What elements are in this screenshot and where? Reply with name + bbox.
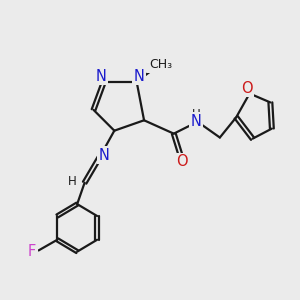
Text: N: N bbox=[190, 114, 202, 129]
Text: N: N bbox=[95, 69, 106, 84]
Text: CH₃: CH₃ bbox=[149, 58, 172, 71]
Text: H: H bbox=[192, 108, 200, 121]
Text: F: F bbox=[28, 244, 36, 260]
Text: N: N bbox=[133, 69, 144, 84]
Text: O: O bbox=[176, 154, 188, 169]
Text: O: O bbox=[241, 81, 252, 96]
Text: N: N bbox=[98, 148, 110, 163]
Text: H: H bbox=[68, 175, 76, 188]
